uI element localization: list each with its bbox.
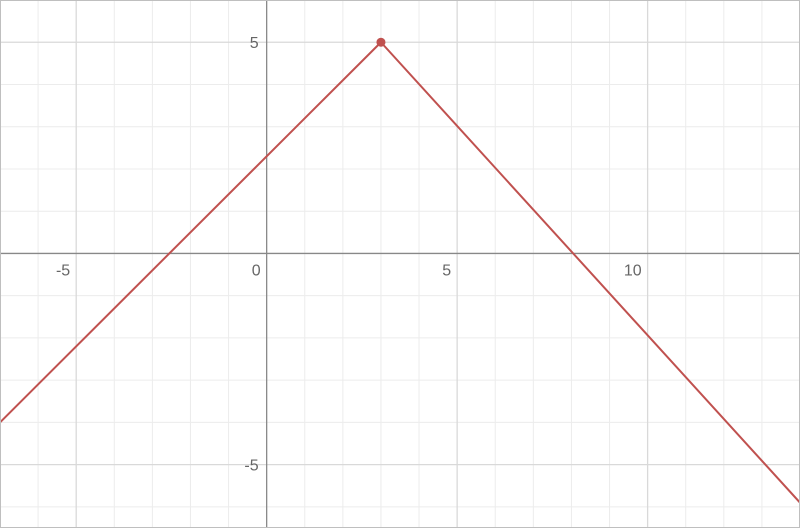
y-tick-label: 5 — [250, 35, 259, 52]
x-tick-label: -5 — [56, 262, 70, 279]
x-tick-label: 0 — [252, 262, 261, 279]
chart-container: -5 0 5 10 5 -5 — [0, 0, 800, 528]
line-chart: -5 0 5 10 5 -5 — [0, 0, 800, 528]
vertex-marker — [376, 38, 385, 47]
x-tick-label: 10 — [624, 262, 642, 279]
y-tick-label: -5 — [244, 458, 258, 475]
x-tick-label: 5 — [442, 262, 451, 279]
